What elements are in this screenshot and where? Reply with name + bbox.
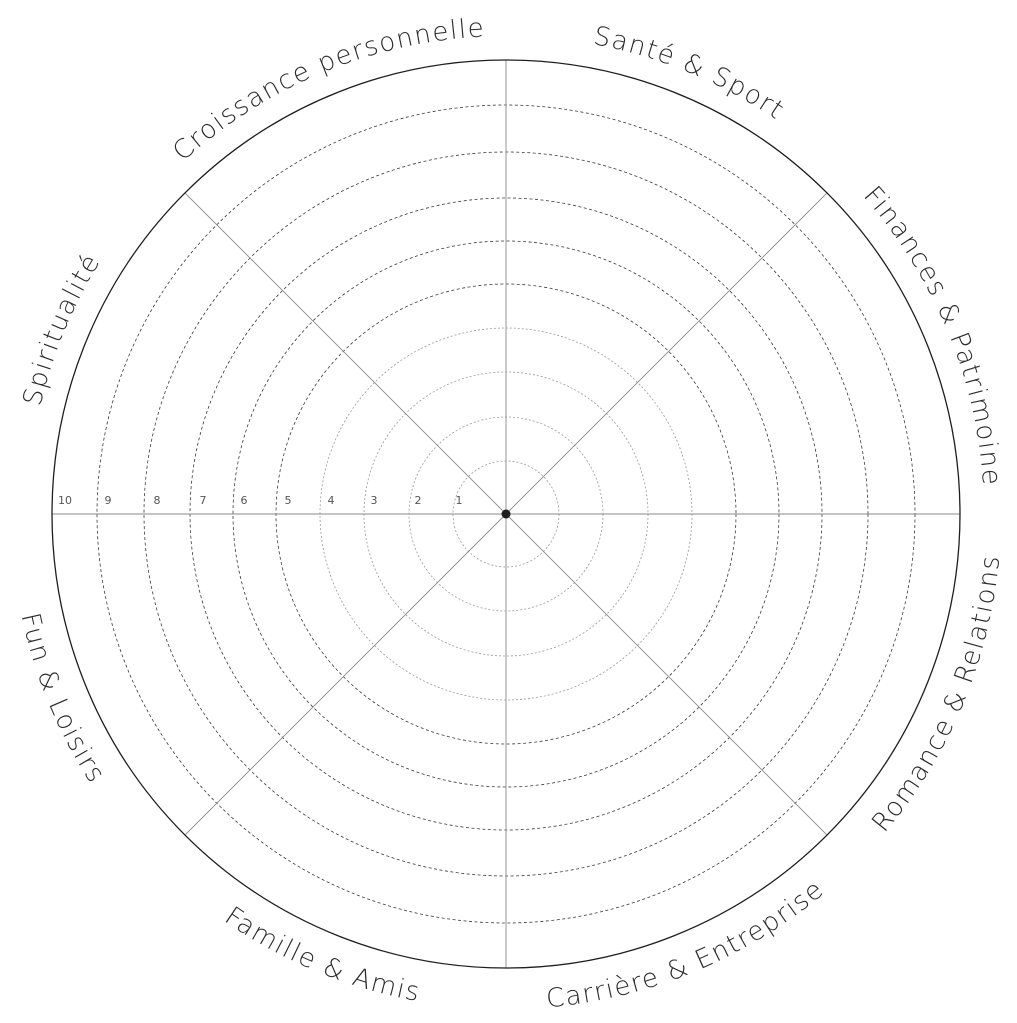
scale-label-6: 6 bbox=[241, 494, 248, 507]
center-dot bbox=[501, 509, 511, 519]
scale-label-3: 3 bbox=[371, 494, 378, 507]
category-label: Famille & Amis bbox=[219, 901, 423, 1008]
category-label: Croissance personnelle bbox=[167, 13, 486, 167]
category-label: Fun & Loisirs bbox=[15, 610, 112, 789]
scale-label-9: 9 bbox=[105, 494, 112, 507]
scale-labels: 1 2 3 4 5 6 7 8 9 10 bbox=[58, 494, 463, 507]
category-label: Finances & Patrimoine bbox=[857, 181, 1006, 488]
scale-label-8: 8 bbox=[154, 494, 161, 507]
category-label: Romance & Relations bbox=[866, 553, 1006, 838]
scale-label-1: 1 bbox=[456, 494, 463, 507]
scale-label-2: 2 bbox=[415, 494, 422, 507]
category-label: Santé & Sport bbox=[591, 21, 790, 126]
scale-label-5: 5 bbox=[285, 494, 292, 507]
scale-label-7: 7 bbox=[200, 494, 207, 507]
category-label: Spiritualité bbox=[18, 248, 107, 408]
spoke-line bbox=[184, 513, 507, 836]
scale-label-10: 10 bbox=[58, 494, 72, 507]
scale-label-4: 4 bbox=[328, 494, 335, 507]
spoke-line bbox=[505, 192, 828, 515]
spoke-line bbox=[184, 192, 507, 515]
spoke-line bbox=[505, 513, 828, 836]
outer-circle bbox=[51, 59, 961, 969]
category-label: Carrière & Entreprise bbox=[545, 874, 830, 1014]
category-dividers bbox=[52, 60, 960, 968]
